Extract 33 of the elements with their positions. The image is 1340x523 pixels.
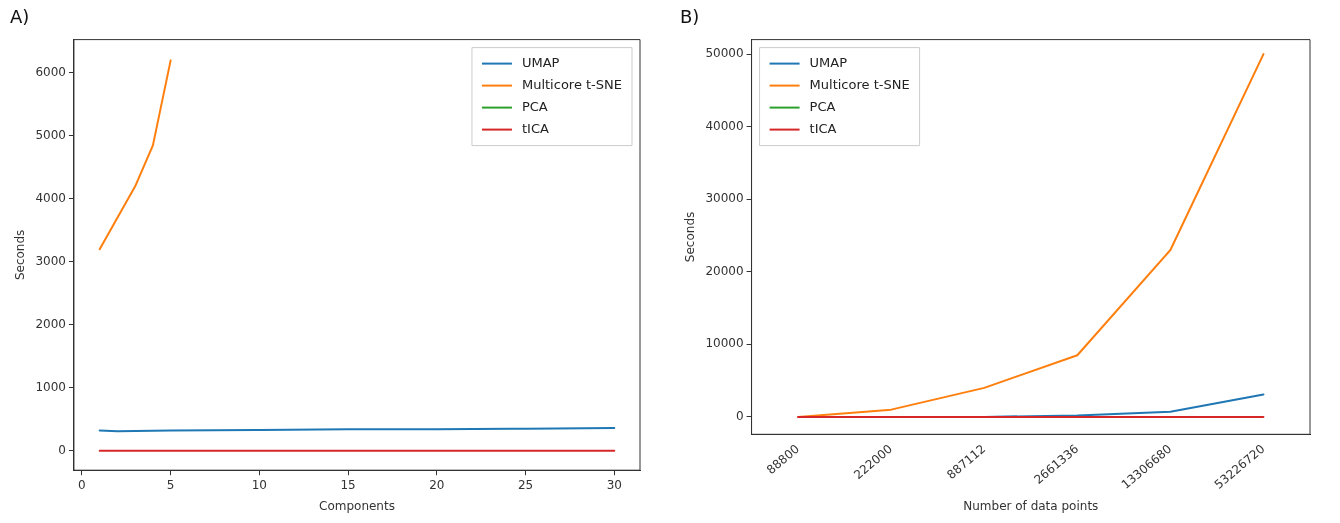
legend-label: tICA: [521, 120, 549, 136]
x-tick-label: 25: [517, 477, 534, 492]
legend-label: PCA: [809, 98, 836, 114]
legend-label: Multicore t-SNE: [809, 76, 910, 92]
y-tick-label: 20000: [705, 263, 744, 278]
x-tick-label: 10: [251, 477, 268, 492]
legend-label: tICA: [809, 120, 837, 136]
y-tick-label: 40000: [705, 118, 744, 133]
chart-title: B): [680, 6, 700, 28]
x-tick-label: 0: [78, 477, 86, 492]
x-axis-title: Number of data points: [963, 498, 1099, 513]
y-tick-label: 4000: [35, 191, 66, 205]
y-tick-label: 30000: [705, 191, 744, 206]
y-tick-label: 2000: [35, 316, 66, 331]
legend-label: UMAP: [809, 54, 848, 70]
x-tick-label: 30: [606, 477, 622, 492]
y-axis-title: Seconds: [683, 211, 698, 263]
legend-label: UMAP: [521, 54, 560, 70]
legend-label: Multicore t-SNE: [521, 76, 622, 92]
x-tick-label: 15: [340, 477, 356, 492]
y-tick-label: 50000: [705, 46, 744, 61]
legend-label: PCA: [521, 98, 548, 114]
x-axis-title: Components: [319, 498, 395, 513]
y-tick-label: 0: [735, 409, 744, 424]
y-axis-title: Seconds: [13, 229, 28, 281]
y-tick-label: 3000: [35, 253, 66, 268]
y-tick-label: 5000: [35, 128, 66, 143]
y-tick-label: 10000: [705, 336, 744, 351]
y-tick-label: 1000: [35, 379, 66, 394]
chart-title: A): [10, 6, 30, 28]
x-tick-label: 5: [166, 477, 175, 492]
y-tick-label: 6000: [35, 65, 66, 80]
x-tick-label: 20: [429, 477, 445, 492]
